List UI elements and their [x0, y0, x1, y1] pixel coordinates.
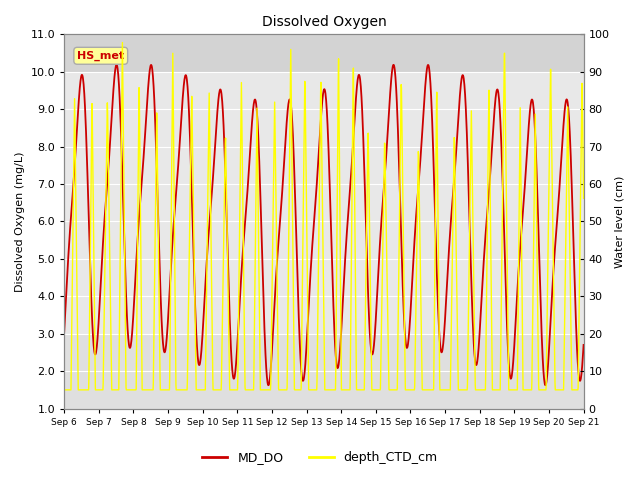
Y-axis label: Water level (cm): Water level (cm)	[615, 175, 625, 268]
Bar	[64, 334, 584, 408]
Text: HS_met: HS_met	[77, 51, 124, 61]
Title: Dissolved Oxygen: Dissolved Oxygen	[262, 15, 387, 29]
Bar	[64, 35, 584, 72]
Legend: MD_DO, depth_CTD_cm: MD_DO, depth_CTD_cm	[197, 446, 443, 469]
Y-axis label: Dissolved Oxygen (mg/L): Dissolved Oxygen (mg/L)	[15, 151, 25, 292]
